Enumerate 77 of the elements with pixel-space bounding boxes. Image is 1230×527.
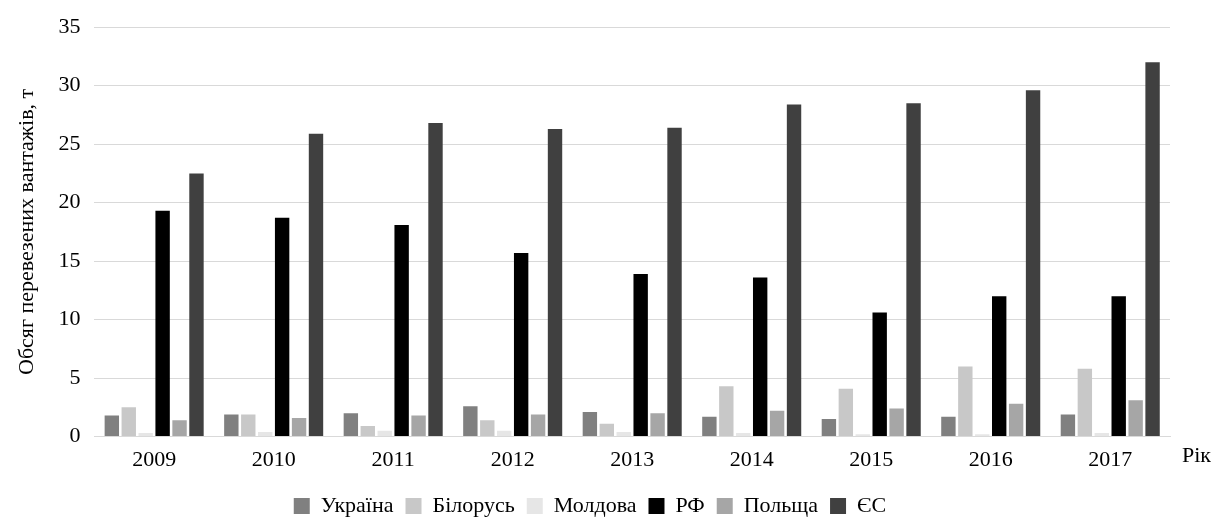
- bar: [104, 415, 120, 437]
- bar: [1145, 62, 1160, 437]
- bar: [377, 430, 392, 437]
- bar: [1128, 400, 1143, 437]
- bar: [480, 420, 495, 437]
- legend-label: Польща: [743, 491, 819, 517]
- y-tick-label: 20: [58, 188, 81, 214]
- x-tick-label: 2011: [371, 445, 415, 471]
- x-tick-label: 2013: [610, 445, 655, 471]
- legend-label: Молдова: [553, 491, 637, 517]
- y-tick-label: 35: [58, 12, 81, 38]
- bar: [343, 413, 359, 437]
- y-tick-label: 25: [58, 129, 81, 155]
- bar: [513, 252, 529, 437]
- bar: [889, 408, 904, 437]
- bar: [155, 210, 170, 437]
- bar: [941, 416, 956, 437]
- bar: [291, 417, 307, 437]
- bar: [616, 431, 631, 437]
- bar: [224, 414, 239, 437]
- x-tick-label: 2015: [849, 445, 894, 471]
- x-tick-label: 2009: [132, 445, 177, 471]
- bar: [667, 127, 682, 437]
- bar: [258, 431, 273, 437]
- legend-label: Україна: [320, 491, 394, 517]
- x-axis-title: Рік: [1182, 442, 1212, 468]
- y-tick-label: 15: [58, 246, 81, 272]
- bar: [172, 420, 187, 437]
- bar: [752, 277, 768, 437]
- bar: [1111, 296, 1126, 437]
- bar: [360, 426, 375, 437]
- bar: [633, 274, 648, 437]
- bar: [599, 423, 614, 437]
- y-tick-label: 0: [69, 422, 81, 448]
- x-tick-label: 2012: [490, 445, 535, 471]
- bar: [308, 133, 324, 437]
- y-tick-label: 30: [58, 71, 81, 97]
- legend-label: РФ: [675, 491, 705, 517]
- bar: [906, 103, 921, 437]
- x-tick-label: 2017: [1088, 445, 1133, 471]
- bar: [1008, 403, 1024, 437]
- y-axis-title: Обсяг перевезених вантажів, т: [12, 88, 38, 375]
- bar: [428, 123, 443, 437]
- bar: [1025, 90, 1041, 437]
- y-tick-label: 5: [69, 363, 81, 389]
- bar: [719, 386, 734, 437]
- bar: [958, 366, 973, 437]
- bar: [189, 173, 204, 437]
- legend-label: Білорусь: [432, 491, 515, 517]
- bar: [1060, 414, 1076, 437]
- bar: [274, 217, 290, 437]
- y-tick-label: 10: [58, 305, 81, 331]
- x-tick-label: 2010: [251, 445, 296, 471]
- bar: [411, 415, 426, 437]
- bar: [702, 416, 717, 437]
- bar: [138, 433, 153, 437]
- bar: [736, 433, 751, 437]
- legend-label: ЄС: [857, 491, 887, 517]
- bar: [241, 414, 256, 437]
- bar: [530, 414, 546, 437]
- bar: [394, 224, 409, 437]
- x-tick-label: 2014: [729, 445, 774, 471]
- bar: [463, 406, 478, 437]
- bar: [547, 128, 563, 437]
- bar: [992, 296, 1007, 437]
- bar: [650, 413, 665, 437]
- bar: [582, 412, 598, 437]
- bar: [769, 410, 785, 437]
- bar: [786, 104, 802, 437]
- bar: [821, 419, 837, 437]
- bar: [1094, 433, 1109, 437]
- bar: [497, 430, 512, 437]
- bar: [838, 388, 854, 437]
- bar: [872, 312, 887, 437]
- x-tick-label: 2016: [968, 445, 1013, 471]
- bar: [121, 407, 136, 437]
- bar: [1077, 368, 1093, 437]
